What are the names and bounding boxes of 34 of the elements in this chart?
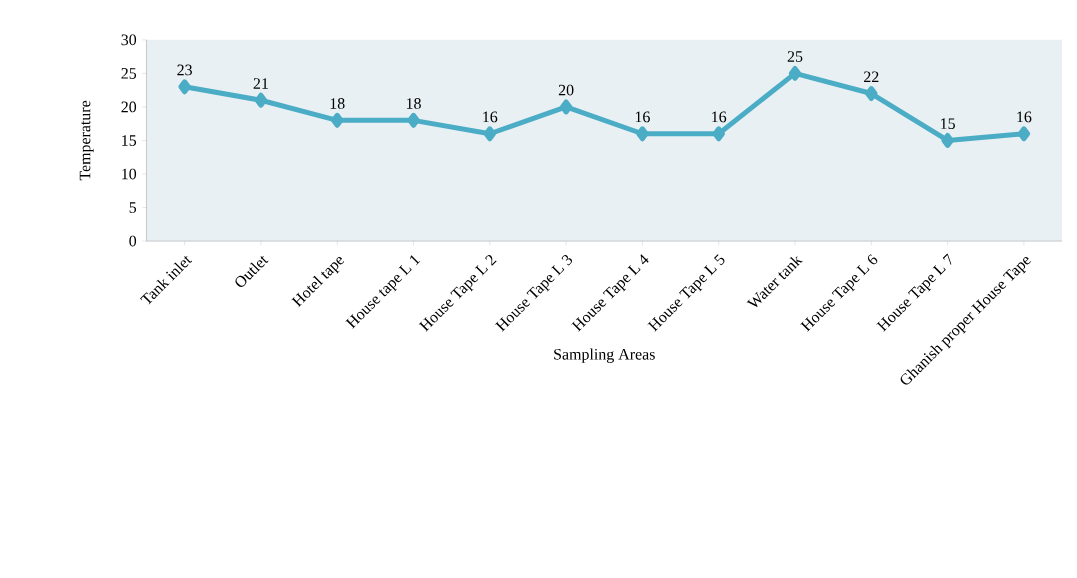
- data-label: 16: [1017, 111, 1032, 123]
- y-tick-label: 10: [122, 168, 137, 180]
- y-tick-label: 25: [121, 68, 137, 79]
- data-label: 16: [712, 111, 727, 123]
- y-tick-label: 15: [122, 135, 137, 146]
- y-tick-label: 5: [129, 202, 137, 213]
- data-label: 23: [177, 64, 192, 76]
- point: [1017, 126, 1031, 142]
- data-label: 15: [941, 118, 955, 130]
- data-label: 20: [558, 84, 574, 96]
- point: [865, 86, 878, 102]
- point: [483, 126, 497, 142]
- data-label: 18: [330, 98, 345, 109]
- y-tick-label: 0: [129, 235, 137, 247]
- point: [178, 79, 191, 95]
- point: [407, 112, 420, 128]
- point: [559, 99, 573, 115]
- data-label: 18: [406, 98, 421, 109]
- data-label: 25: [787, 51, 803, 62]
- point: [254, 92, 268, 108]
- x-axis-title: Sampling Areas: [554, 348, 655, 363]
- point: [788, 66, 802, 81]
- data-label: 22: [864, 71, 879, 83]
- data-label: 21: [253, 78, 268, 89]
- data-label: 16: [483, 111, 498, 123]
- point: [636, 126, 649, 142]
- data-label: 16: [635, 111, 650, 123]
- point: [330, 112, 344, 128]
- x-tick-label: Tank inlet: [140, 256, 193, 305]
- y-tick-label: 30: [121, 34, 137, 46]
- point: [712, 126, 725, 142]
- y-tick-label: 20: [121, 101, 137, 113]
- point: [941, 133, 954, 149]
- y-axis-title: Temperature: [79, 100, 94, 181]
